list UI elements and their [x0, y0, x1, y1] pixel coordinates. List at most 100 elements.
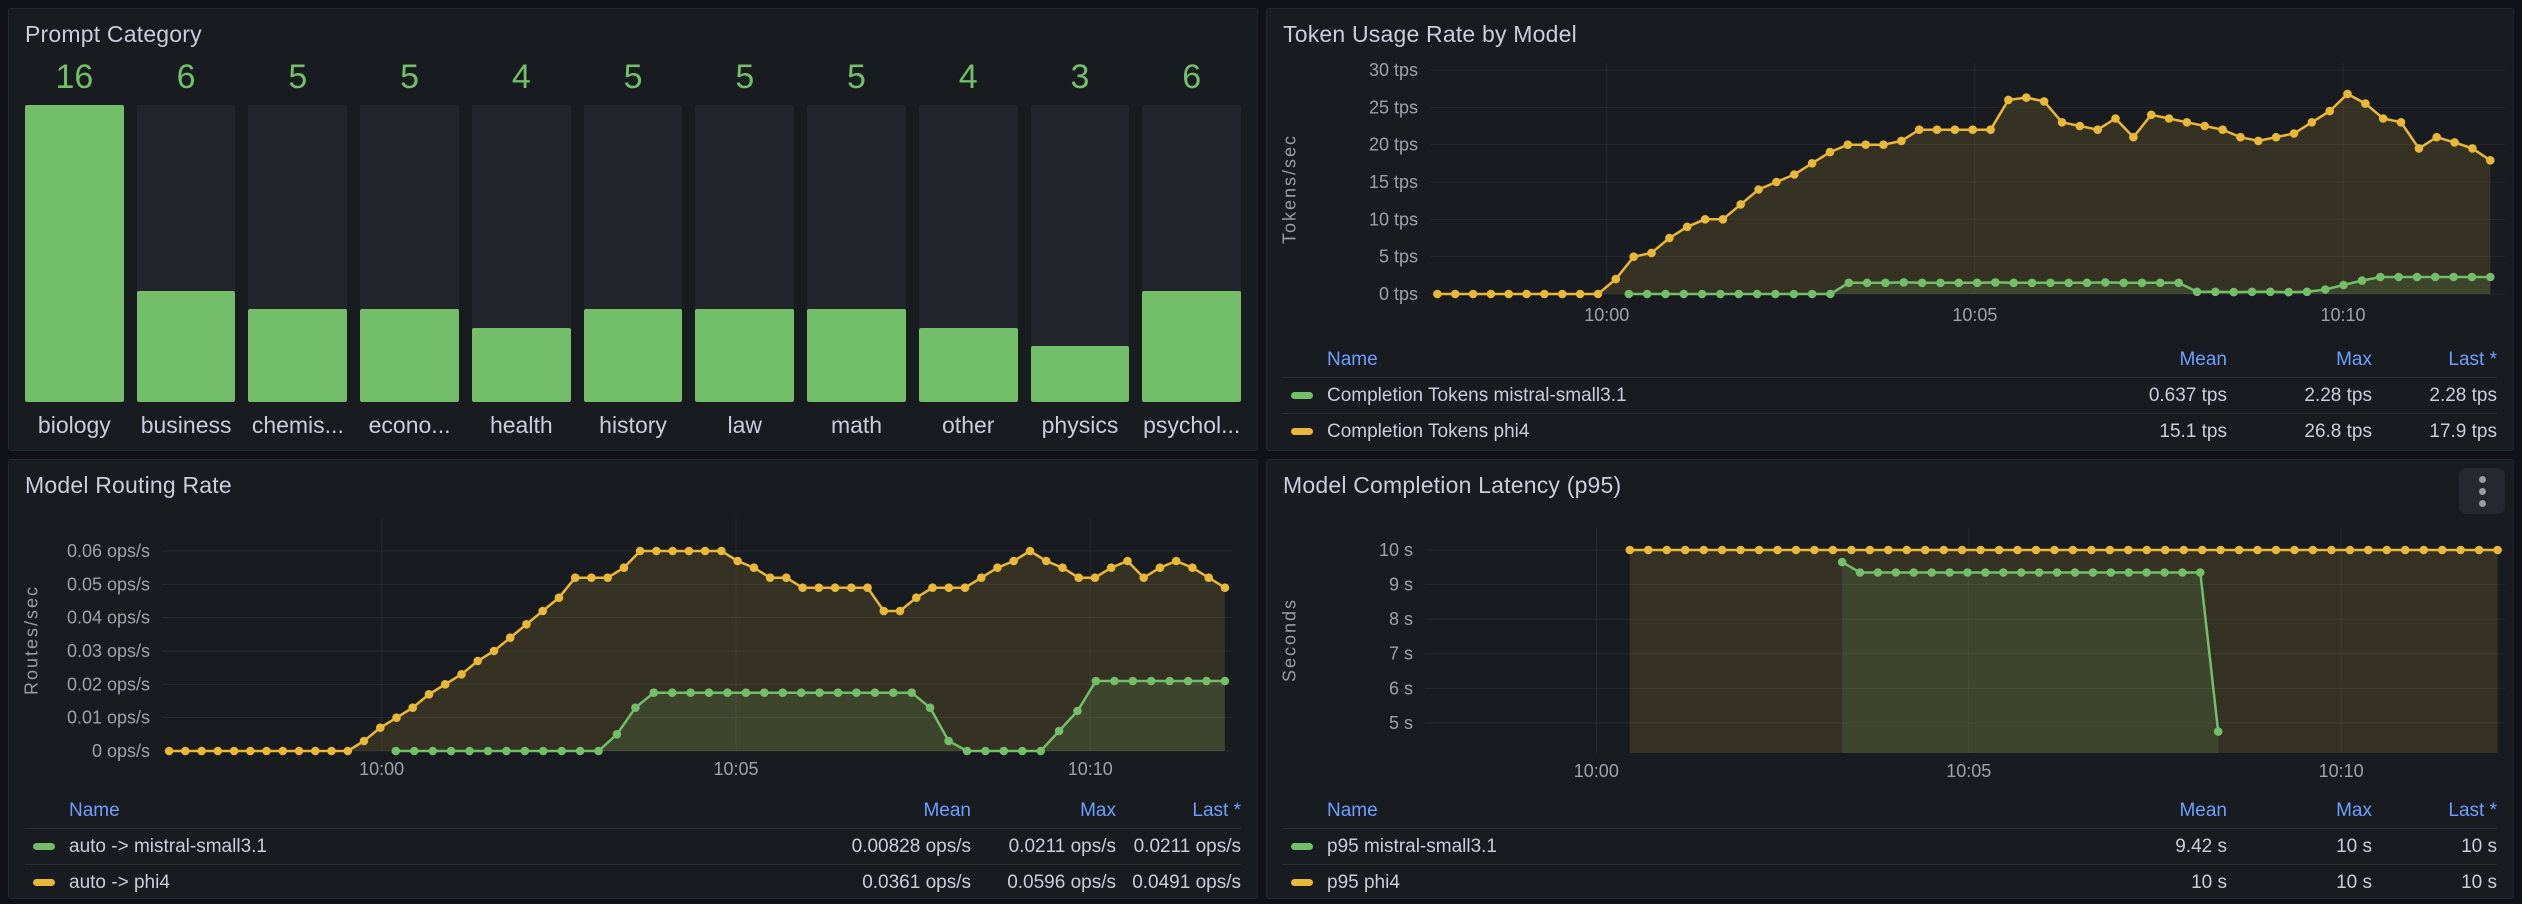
bar-fill — [1142, 290, 1242, 402]
series-point — [2343, 89, 2352, 99]
legend-header-last[interactable]: Last * — [2448, 349, 2497, 370]
series-point — [424, 690, 434, 699]
legend-header: Name Mean Max Last * — [25, 794, 1241, 828]
bar-fill — [25, 105, 124, 402]
x-tick-label: 10:10 — [2320, 305, 2365, 325]
legend-header-mean[interactable]: Mean — [2179, 800, 2227, 821]
legend-header-max[interactable]: Max — [2336, 349, 2372, 370]
series-point — [2111, 114, 2120, 123]
y-tick-label: 7 s — [1389, 644, 1413, 664]
series-point — [1736, 545, 1745, 555]
legend-header-max[interactable]: Max — [1080, 800, 1116, 821]
plot-area: 0 ops/s 0.01 ops/s 0.02 ops/s 0.03 ops/s 0.0… — [67, 518, 1232, 779]
bar-fill — [360, 309, 459, 402]
legend-series-name[interactable]: auto -> mistral-small3.1 — [69, 835, 267, 857]
series-point — [327, 746, 336, 756]
y-tick-label: 20 tps — [1369, 135, 1418, 155]
legend-header-mean[interactable]: Mean — [923, 800, 971, 821]
series-point — [1791, 545, 1801, 555]
legend-series-name[interactable]: Completion Tokens mistral-small3.1 — [1327, 384, 1627, 406]
legend-header-mean[interactable]: Mean — [2179, 349, 2227, 370]
y-tick-label: 0 tps — [1379, 284, 1418, 304]
series-point — [2271, 545, 2281, 555]
series-point — [2213, 727, 2223, 736]
legend-header-last[interactable]: Last * — [1192, 800, 1241, 821]
legend-series-name[interactable]: p95 phi4 — [1327, 871, 1400, 893]
series-point — [473, 656, 483, 666]
series-point — [686, 688, 695, 697]
series-point — [1624, 289, 1634, 299]
bar-fill — [1030, 346, 1130, 402]
series-point — [2236, 132, 2245, 142]
legend-max-value: 0.0211 ops/s — [1008, 835, 1116, 857]
series-point — [2070, 568, 2080, 577]
series-point — [668, 546, 677, 556]
series-point — [557, 746, 566, 756]
panel-title[interactable]: Model Completion Latency (p95) — [1283, 472, 1622, 498]
series-point — [2376, 272, 2385, 282]
series-area — [395, 681, 1225, 751]
bar-label: math — [830, 412, 883, 438]
series-point — [652, 546, 661, 556]
series-point — [520, 746, 530, 756]
series-point — [2119, 278, 2128, 288]
series-point — [830, 583, 840, 592]
legend-series-name[interactable]: p95 mistral-small3.1 — [1327, 835, 1497, 857]
series-point — [977, 573, 986, 582]
y-tick-label: 10 s — [1379, 540, 1413, 560]
panel-title[interactable]: Prompt Category — [25, 21, 202, 47]
legend-header-last[interactable]: Last * — [2448, 800, 2497, 821]
series-point — [2129, 132, 2138, 142]
legend-header-max[interactable]: Max — [2336, 800, 2372, 821]
series-point — [667, 688, 677, 697]
legend-series-name[interactable]: Completion Tokens phi4 — [1327, 420, 1530, 442]
series-point — [2400, 545, 2410, 555]
series-point — [2174, 278, 2183, 288]
series-point — [2034, 568, 2044, 577]
series-point — [796, 688, 806, 697]
panel-title[interactable]: Token Usage Rate by Model — [1283, 21, 1577, 47]
panel-menu-button[interactable] — [2459, 468, 2505, 514]
legend-last-value: 10 s — [2461, 835, 2497, 857]
series-point — [392, 713, 401, 722]
series-point — [2106, 568, 2116, 577]
series-point — [428, 746, 438, 756]
legend-series-name[interactable]: auto -> phi4 — [69, 871, 170, 893]
legend-header-name[interactable]: Name — [1327, 800, 1378, 821]
bar-gauge-column: 4 health — [471, 55, 571, 444]
series-point — [999, 746, 1009, 756]
series-point — [1625, 545, 1635, 555]
series-point — [2486, 156, 2495, 165]
series-point — [2068, 545, 2078, 555]
series-point — [612, 730, 622, 739]
bar-value: 5 — [400, 58, 420, 96]
series-point — [1682, 222, 1692, 232]
series-point — [1754, 545, 1764, 555]
series-point — [2164, 114, 2174, 123]
series-point — [2182, 118, 2192, 127]
series-point — [2394, 272, 2403, 282]
legend-max-value: 0.0596 ops/s — [1007, 871, 1116, 893]
legend-header-name[interactable]: Name — [69, 800, 120, 821]
legend-header-name[interactable]: Name — [1327, 349, 1378, 370]
series-point — [1155, 563, 1165, 572]
series-point — [1110, 676, 1119, 686]
series-area — [1437, 93, 2491, 295]
plot-area: 5 s 6 s 7 s 8 s 9 s 10 s 10:00 10:05 10:10 — [1379, 528, 2505, 781]
bar-track — [1030, 105, 1130, 402]
series-point — [2050, 545, 2059, 555]
series-point — [1139, 573, 1148, 582]
series-point — [1847, 545, 1856, 555]
series-point — [594, 746, 603, 756]
series-point — [1146, 676, 1156, 686]
bar-label: law — [727, 412, 763, 438]
x-tick-label: 10:10 — [1068, 759, 1113, 779]
legend-row: Completion Tokens mistral-small3.1 0.637 … — [1283, 377, 2497, 413]
series-point — [2254, 136, 2263, 146]
legend-mean-value: 9.42 s — [2175, 835, 2227, 857]
series-point — [1036, 746, 1045, 756]
panel-title[interactable]: Model Routing Rate — [25, 472, 232, 498]
x-tick-label: 10:05 — [713, 759, 758, 779]
series-point — [1902, 545, 1912, 555]
